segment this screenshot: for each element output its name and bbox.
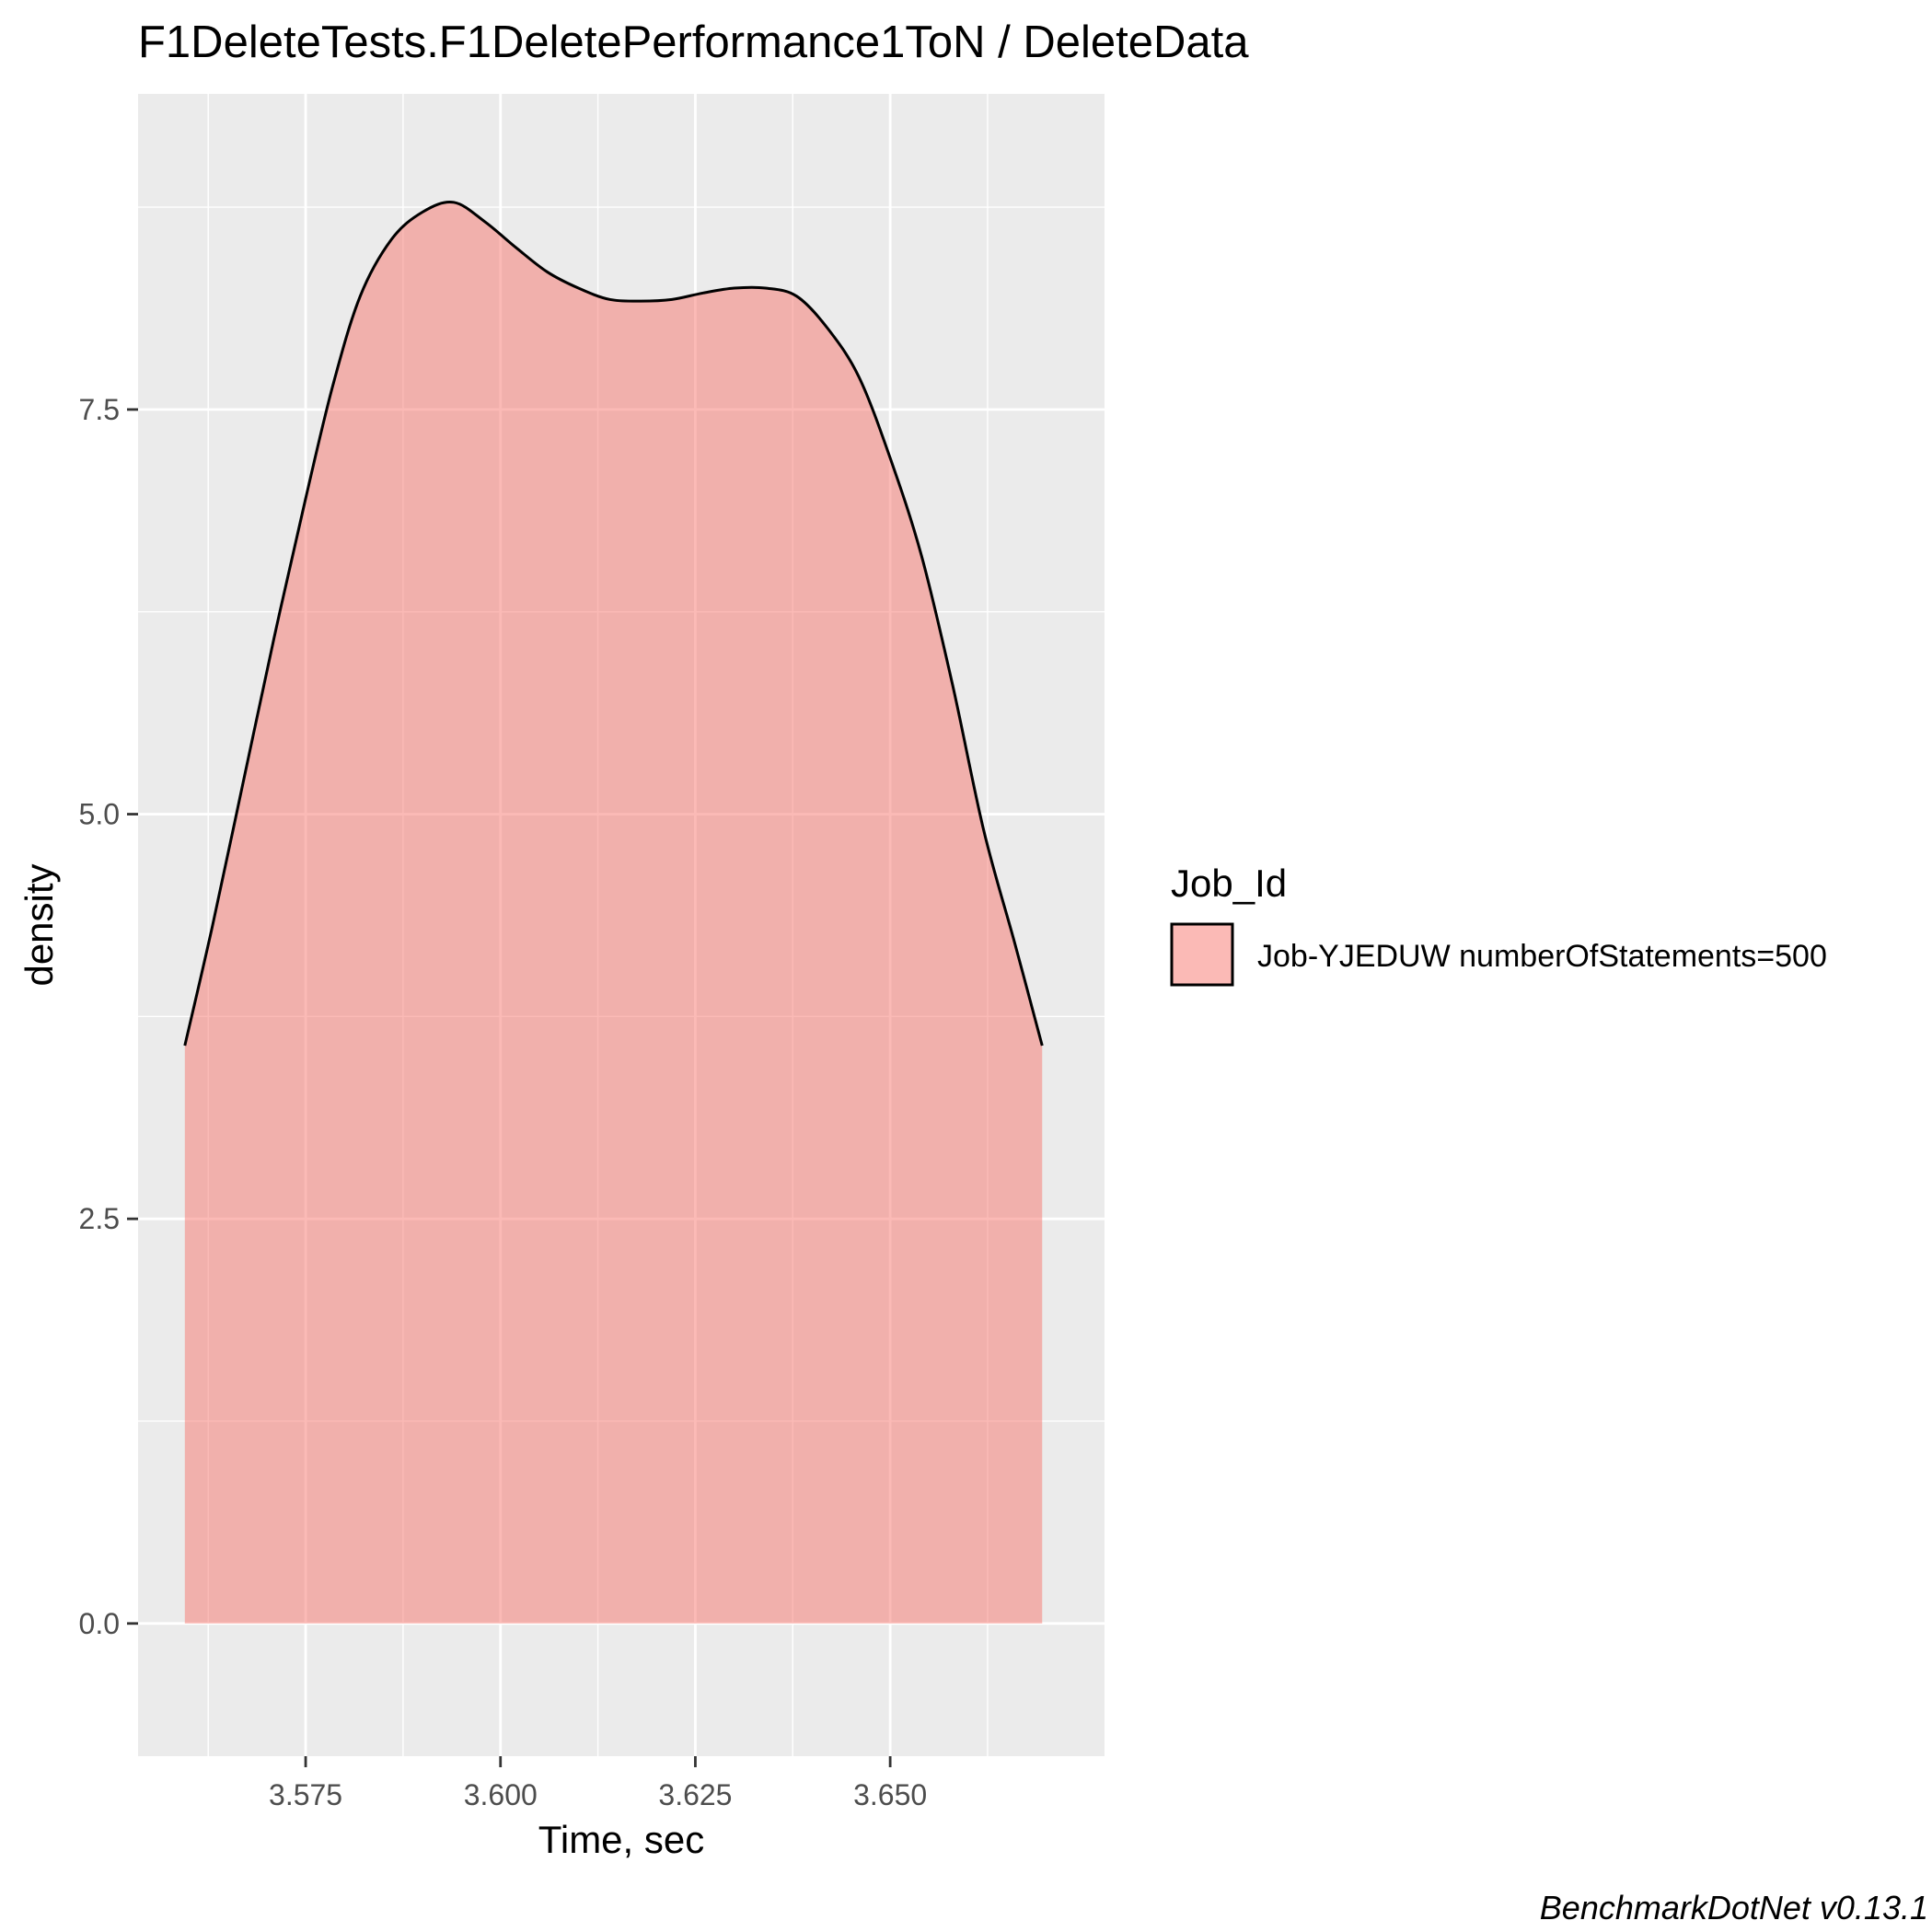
x-tick-label: 3.650 — [853, 1778, 927, 1811]
legend-title: Job_Id — [1171, 862, 1287, 905]
legend-label: Job-YJEDUW numberOfStatements=500 — [1257, 939, 1827, 974]
y-axis: 0.0 2.5 5.0 7.5 — [79, 393, 138, 1640]
x-axis-title: Time, sec — [538, 1818, 704, 1861]
density-area — [184, 202, 1043, 1624]
chart-title: F1DeleteTests.F1DeletePerformance1ToN / … — [138, 17, 1249, 67]
y-tick-label: 5.0 — [79, 798, 120, 831]
x-tick-label: 3.600 — [464, 1778, 538, 1811]
legend: Job_Id Job-YJEDUW numberOfStatements=500 — [1170, 862, 1827, 987]
x-axis: 3.575 3.600 3.625 3.650 — [269, 1756, 927, 1811]
legend-swatch — [1170, 922, 1234, 987]
y-tick-label: 7.5 — [79, 393, 120, 426]
y-tick-label: 0.0 — [79, 1607, 120, 1640]
y-axis-title: density — [17, 863, 61, 986]
y-tick-label: 2.5 — [79, 1202, 120, 1235]
x-tick-label: 3.625 — [658, 1778, 732, 1811]
x-tick-label: 3.575 — [269, 1778, 342, 1811]
density-line — [183, 200, 1044, 1047]
caption: BenchmarkDotNet v0.13.1 — [1540, 1889, 1928, 1926]
